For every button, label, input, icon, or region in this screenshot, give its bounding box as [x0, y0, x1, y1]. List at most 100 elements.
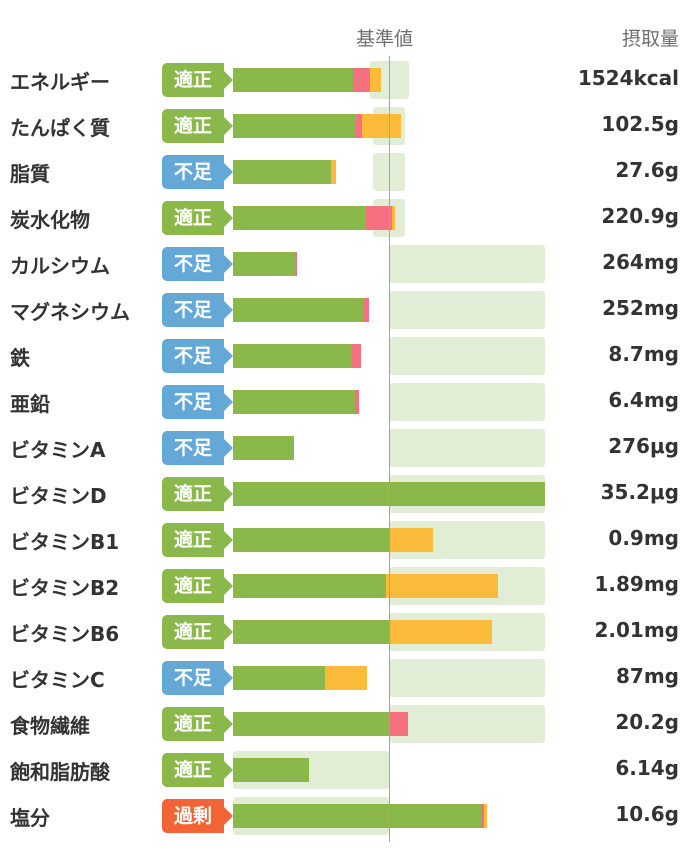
nutrient-row: たんぱく質 適正 102.5g [0, 107, 691, 145]
status-badge: 適正 [162, 109, 233, 143]
bar-segment-pink [353, 68, 371, 92]
target-range [389, 291, 545, 329]
bar-segment-orange [385, 574, 499, 598]
bar-segment-green [233, 528, 389, 552]
bar-segment-green [233, 390, 355, 414]
nutrient-row: ビタミンB6 適正 2.01mg [0, 613, 691, 651]
intake-value: 264mg [602, 250, 679, 274]
intake-value: 27.6g [615, 158, 679, 182]
bar-segment-pink [354, 390, 360, 414]
intake-bar [0, 153, 691, 191]
nutrient-name: ビタミンD [10, 484, 107, 508]
intake-value: 276μg [608, 434, 679, 458]
intake-value: 1524kcal [577, 66, 679, 90]
status-badge: 不足 [162, 247, 233, 281]
nutrient-row: エネルギー 適正 1524kcal [0, 61, 691, 99]
status-badge: 適正 [162, 523, 233, 557]
status-badge: 不足 [162, 155, 233, 189]
bar-segment-green [233, 252, 296, 276]
nutrient-name: 飽和脂肪酸 [10, 760, 110, 784]
target-range [389, 245, 545, 283]
intake-bar [0, 521, 691, 559]
nutrient-row: ビタミンB1 適正 0.9mg [0, 521, 691, 559]
nutrient-row: 食物繊維 適正 20.2g [0, 705, 691, 743]
target-range [373, 153, 405, 191]
intake-value: 20.2g [615, 710, 679, 734]
nutrient-name: 脂質 [10, 162, 50, 186]
intake-value: 0.9mg [608, 526, 679, 550]
intake-bar [0, 797, 691, 835]
baseline-line [389, 56, 390, 842]
status-badge: 適正 [162, 63, 233, 97]
bar-segment-green [233, 666, 326, 690]
intake-bar [0, 475, 691, 513]
bar-segment-pink [365, 206, 393, 230]
nutrient-row: ビタミンA 不足 276μg [0, 429, 691, 467]
intake-bar [0, 199, 691, 237]
intake-value: 6.4mg [608, 388, 679, 412]
nutrient-row: ビタミンB2 適正 1.89mg [0, 567, 691, 605]
intake-bar [0, 429, 691, 467]
bar-segment-green [233, 620, 389, 644]
intake-bar [0, 751, 691, 789]
intake-header: 摂取量 [621, 28, 679, 50]
target-range [389, 429, 545, 467]
intake-value: 8.7mg [608, 342, 679, 366]
bar-segment-green [233, 758, 310, 782]
nutrient-name: 食物繊維 [10, 714, 90, 738]
status-badge: 不足 [162, 431, 233, 465]
intake-bar [0, 705, 691, 743]
bar-segment-orange [331, 160, 336, 184]
bar-segment-green [233, 114, 357, 138]
nutrient-name: エネルギー [10, 70, 110, 94]
bar-segment-orange [389, 528, 433, 552]
nutrient-name: 炭水化物 [10, 208, 90, 232]
status-badge: 適正 [162, 569, 233, 603]
status-badge: 過剰 [162, 799, 233, 833]
nutrient-row: 亜鉛 不足 6.4mg [0, 383, 691, 421]
baseline-header: 基準値 [356, 28, 414, 50]
nutrient-row: ビタミンC 不足 87mg [0, 659, 691, 697]
bar-segment-green [233, 436, 294, 460]
intake-value: 252mg [602, 296, 679, 320]
bar-segment-green [233, 344, 352, 368]
bar-segment-pink [295, 252, 297, 276]
bar-segment-green [233, 68, 354, 92]
bar-segment-pink [356, 114, 363, 138]
nutrient-row: ビタミンD 適正 35.2μg [0, 475, 691, 513]
bar-segment-orange [389, 620, 492, 644]
intake-value: 10.6g [615, 802, 679, 826]
nutrient-name: ビタミンC [10, 668, 105, 692]
bar-segment-pink [364, 298, 369, 322]
nutrient-row: 脂質 不足 27.6g [0, 153, 691, 191]
nutrient-row: 塩分 過剰 10.6g [0, 797, 691, 835]
nutrient-row: 鉄 不足 8.7mg [0, 337, 691, 375]
intake-bar [0, 613, 691, 651]
target-range [389, 705, 545, 743]
intake-value: 102.5g [601, 112, 679, 136]
status-badge: 適正 [162, 753, 233, 787]
intake-value: 220.9g [601, 204, 679, 228]
bar-segment-green [233, 298, 365, 322]
bar-segment-orange [392, 206, 396, 230]
status-badge: 不足 [162, 661, 233, 695]
bar-segment-orange [362, 114, 402, 138]
nutrient-name: ビタミンB2 [10, 576, 120, 600]
status-badge: 不足 [162, 293, 233, 327]
nutrient-row: カルシウム 不足 264mg [0, 245, 691, 283]
intake-bar [0, 659, 691, 697]
status-badge: 適正 [162, 201, 233, 235]
status-badge: 不足 [162, 339, 233, 373]
intake-bar [0, 337, 691, 375]
bar-segment-orange [370, 68, 382, 92]
bar-segment-green [233, 574, 386, 598]
intake-value: 6.14g [615, 756, 679, 780]
nutrient-row: 飽和脂肪酸 適正 6.14g [0, 751, 691, 789]
status-badge: 適正 [162, 707, 233, 741]
bar-segment-pink [351, 344, 361, 368]
nutrient-name: 亜鉛 [10, 392, 50, 416]
bar-segment-green [233, 804, 482, 828]
intake-bar [0, 291, 691, 329]
intake-value: 1.89mg [594, 572, 679, 596]
